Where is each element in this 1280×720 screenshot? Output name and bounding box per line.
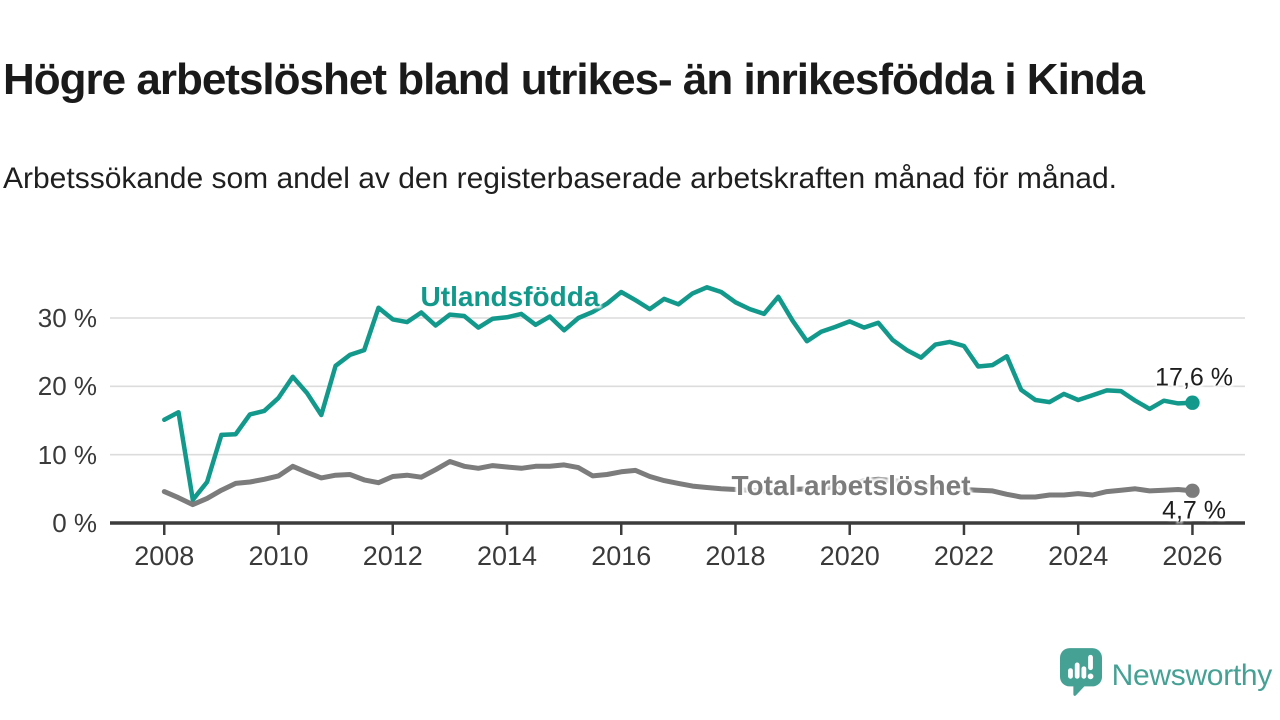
end-value-label-utlandsfodda: 17,6 % bbox=[1155, 363, 1233, 392]
series-end-dot bbox=[1185, 483, 1200, 499]
page-title: Högre arbetslöshet bland utrikes- än inr… bbox=[3, 55, 1145, 105]
x-tick-label: 2022 bbox=[933, 541, 994, 571]
newsworthy-logo-text: Newsworthy bbox=[1111, 658, 1273, 692]
page-subtitle: Arbetssökande som andel av den registerb… bbox=[3, 162, 1117, 195]
x-tick-label: 2026 bbox=[1162, 541, 1223, 571]
x-tick-label: 2012 bbox=[362, 541, 423, 571]
x-tick-label: 2010 bbox=[248, 541, 309, 571]
series-label-total: Total arbetslöshet bbox=[731, 470, 971, 501]
series-label-utlandsfodda: Utlandsfödda bbox=[420, 281, 600, 312]
series-line-total bbox=[161, 459, 1195, 508]
x-tick-label: 2020 bbox=[819, 541, 880, 571]
y-tick-label: 20 % bbox=[37, 371, 97, 402]
x-tick-label: 2008 bbox=[134, 541, 195, 571]
x-tick-label: 2024 bbox=[1048, 541, 1109, 571]
series-line-utlandsfodda bbox=[162, 285, 1195, 503]
x-tick-label: 2014 bbox=[476, 541, 538, 571]
newsworthy-logo-icon bbox=[1059, 648, 1102, 703]
y-tick-label: 30 % bbox=[37, 303, 97, 333]
y-tick-label: 10 % bbox=[37, 439, 97, 470]
x-tick-label: 2018 bbox=[705, 541, 766, 571]
series-end-dot bbox=[1185, 395, 1200, 410]
newsworthy-logo: Newsworthy bbox=[1059, 648, 1273, 703]
x-tick-label: 2016 bbox=[591, 541, 652, 571]
y-tick-label: 0 % bbox=[52, 508, 97, 538]
end-value-label-total: 4,7 % bbox=[1162, 496, 1226, 525]
